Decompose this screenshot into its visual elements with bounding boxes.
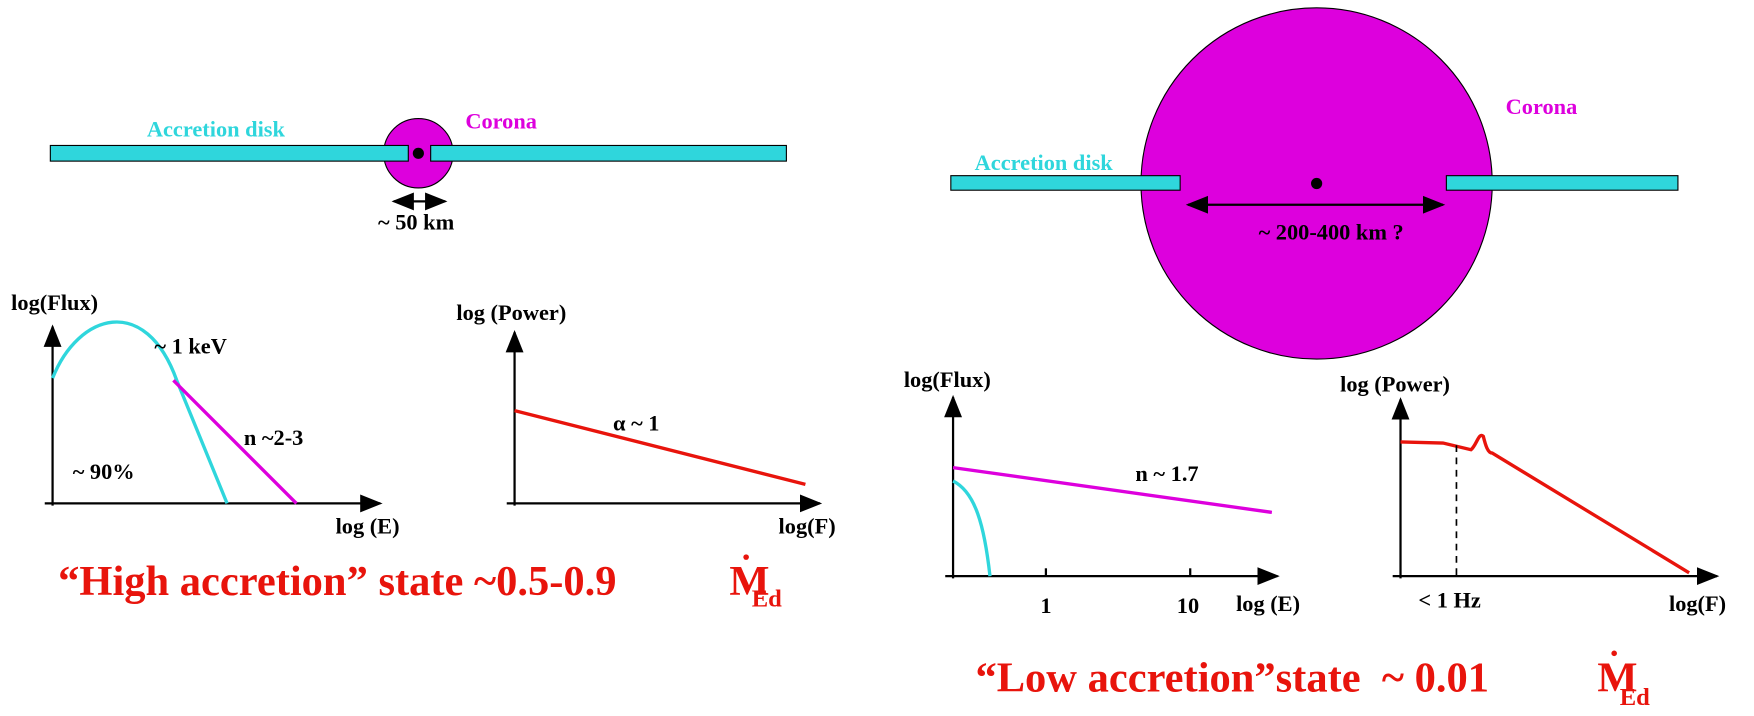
peak-label: ~ 1 keV [154, 334, 227, 359]
y-label: log(Flux) [11, 290, 98, 315]
corona-label: Corona [1506, 94, 1578, 119]
x-label: log(F) [1669, 591, 1726, 616]
slope-label: n ~ 1.7 [1135, 461, 1198, 486]
size-label: ~ 200-400 km ? [1259, 219, 1404, 244]
subscript: Ed [1620, 684, 1650, 711]
right-power-plot [1393, 399, 1717, 578]
state-title: “Low accretion”state ~ 0.01 [975, 654, 1489, 701]
size-label: ~ 50 km [378, 209, 455, 234]
left-power-plot [507, 332, 820, 505]
right-spectrum-plot [945, 397, 1277, 578]
y-label: log (Power) [456, 300, 566, 325]
slope-label: n ~2-3 [244, 425, 303, 450]
right-geometry [951, 8, 1678, 359]
x-label: log(F) [779, 514, 836, 539]
y-label: log (Power) [1340, 372, 1450, 397]
break-label: < 1 Hz [1418, 587, 1480, 612]
x-label: log (E) [1236, 591, 1300, 616]
subscript: Ed [752, 585, 782, 612]
tick-label: 10 [1177, 593, 1199, 618]
tick-label: 1 [1040, 593, 1051, 618]
disk-label: Accretion disk [147, 117, 286, 142]
diagram: Accretion disk Corona ~ 50 km log(Flux) … [0, 0, 1754, 716]
slope-label: α ~ 1 [613, 411, 659, 436]
corona-label: Corona [465, 109, 537, 134]
state-title: “High accretion” state ~0.5-0.9 [58, 558, 616, 605]
x-label: log (E) [336, 514, 400, 539]
fraction-label: ~ 90% [73, 459, 135, 484]
disk-label: Accretion disk [975, 150, 1114, 175]
y-label: log(Flux) [904, 367, 991, 392]
